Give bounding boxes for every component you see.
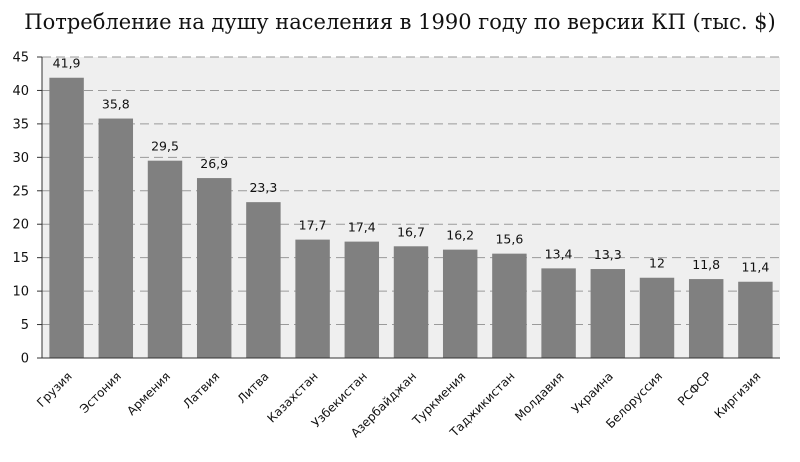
bar bbox=[246, 202, 281, 358]
data-label: 16,2 bbox=[446, 228, 474, 243]
bar bbox=[393, 246, 429, 358]
bar bbox=[196, 178, 232, 358]
y-tick-label: 40 bbox=[12, 84, 29, 99]
data-label: 13,3 bbox=[594, 247, 622, 262]
axes bbox=[41, 57, 780, 359]
bar bbox=[344, 241, 380, 358]
y-tick-label: 15 bbox=[12, 251, 29, 266]
bars bbox=[49, 77, 773, 358]
data-labels: 41,9 35,8 29,5 26,9 23,3 17,7 17,4 16,7 16,2 15,6… bbox=[53, 56, 770, 275]
y-tick-label: 35 bbox=[12, 117, 29, 132]
data-label: 17,4 bbox=[348, 220, 376, 235]
y-tick-label: 0 bbox=[21, 352, 29, 367]
bar bbox=[738, 281, 773, 358]
y-tick-label: 25 bbox=[12, 184, 29, 199]
data-label: 23,3 bbox=[249, 180, 277, 195]
x-tick-label: Литва bbox=[235, 369, 272, 406]
bar bbox=[639, 277, 675, 358]
chart-title: Потребление на душу населения в 1990 год… bbox=[24, 10, 776, 34]
data-label: 35,8 bbox=[102, 97, 130, 112]
data-label: 15,6 bbox=[495, 232, 523, 247]
bar bbox=[147, 160, 183, 358]
bar bbox=[49, 77, 84, 358]
data-label: 13,4 bbox=[545, 246, 573, 261]
data-label: 17,7 bbox=[299, 218, 327, 233]
bar bbox=[541, 268, 576, 358]
bar bbox=[492, 253, 527, 358]
y-tick-label: 20 bbox=[12, 218, 29, 233]
x-tick-label: Латвия bbox=[180, 369, 222, 411]
x-axis-labels: Грузия Эстония Армения Латвия ЛитваКазахстан… bbox=[34, 369, 763, 440]
y-tick-label: 30 bbox=[12, 151, 29, 166]
data-label: 12 bbox=[649, 256, 665, 271]
x-tick-label: РСФСР bbox=[675, 369, 714, 408]
x-tick-label: Эстония bbox=[77, 369, 124, 416]
bar bbox=[295, 239, 330, 358]
bar bbox=[590, 269, 626, 358]
x-tick-label: Молдавия bbox=[512, 369, 567, 424]
x-tick-label: Украина bbox=[569, 369, 616, 416]
y-axis-ticks: 0 5 10 15 20 25 30 35 40 45 bbox=[12, 51, 42, 367]
bar bbox=[442, 249, 478, 358]
bar bbox=[98, 118, 134, 358]
y-tick-label: 45 bbox=[12, 51, 29, 66]
x-tick-label: Грузия bbox=[34, 369, 75, 410]
data-label: 41,9 bbox=[53, 56, 81, 71]
bar bbox=[688, 279, 724, 358]
data-label: 11,8 bbox=[692, 257, 720, 272]
y-tick-label: 5 bbox=[21, 318, 29, 333]
data-label: 16,7 bbox=[397, 224, 425, 239]
x-tick-label: Киргизия bbox=[712, 369, 764, 421]
x-tick-label: Армения bbox=[124, 369, 173, 418]
data-label: 11,4 bbox=[741, 260, 769, 275]
y-tick-label: 10 bbox=[12, 285, 29, 300]
data-label: 26,9 bbox=[200, 156, 228, 171]
data-label: 29,5 bbox=[151, 139, 179, 154]
